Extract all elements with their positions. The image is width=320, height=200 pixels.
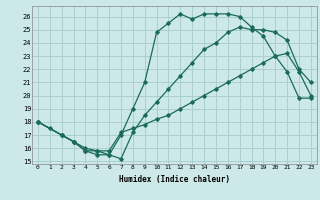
X-axis label: Humidex (Indice chaleur): Humidex (Indice chaleur) [119,175,230,184]
